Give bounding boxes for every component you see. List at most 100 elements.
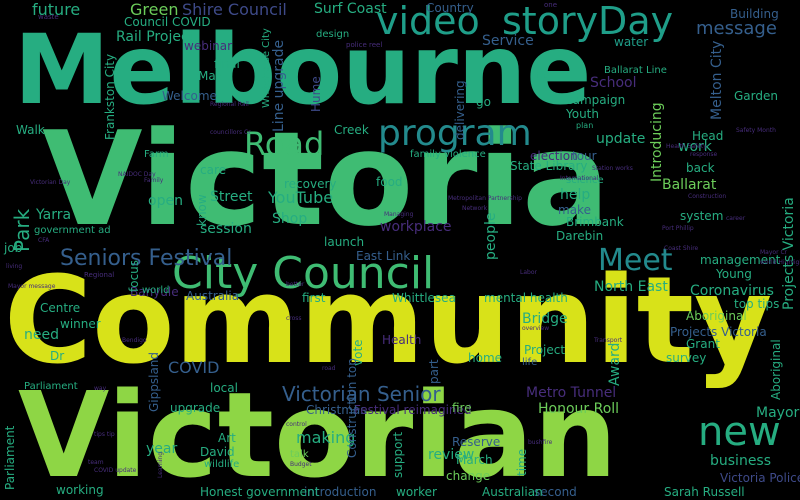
word-building: Building xyxy=(730,7,779,21)
word-mayor-message: control xyxy=(286,421,307,428)
word-labor: bushfire xyxy=(528,439,553,446)
word-food: election xyxy=(530,149,578,163)
word-kid: world Highlights xyxy=(760,259,800,266)
word-farm: open xyxy=(148,193,183,209)
word-better: Mayor Cr xyxy=(760,249,788,256)
word-home: Project xyxy=(524,343,566,357)
word-david: talk xyxy=(290,449,309,460)
word-new: new xyxy=(698,409,781,455)
word-first: Australia xyxy=(186,289,240,303)
word-making: Art xyxy=(218,431,236,445)
word-team: tips tip xyxy=(94,431,115,438)
word-sarah-russell: second xyxy=(534,485,577,499)
word-talk: year xyxy=(146,441,178,457)
word-darebin: make xyxy=(558,203,591,217)
word-go: go xyxy=(476,95,491,109)
word-park: Seniors Festival xyxy=(60,246,233,271)
word-election: people xyxy=(483,212,499,260)
word-welcome: Welcome xyxy=(162,89,217,103)
word-regional: Family xyxy=(144,177,164,184)
word-may: May xyxy=(198,69,223,83)
word-road: Road xyxy=(244,125,325,163)
word-help: system xyxy=(680,209,724,223)
word-shire-council: Shire Council xyxy=(182,0,287,19)
word-projects-victoria-text: Projects Victoria xyxy=(781,197,797,310)
word-part: Health xyxy=(382,333,422,347)
word-mayor-cr: Port Phillip xyxy=(662,225,694,232)
word-fire: Mayor xyxy=(756,405,800,421)
word-work: work xyxy=(678,139,712,155)
word-life: Bridge xyxy=(522,311,568,327)
word-world: session xyxy=(200,221,252,237)
word-east-link: Award xyxy=(607,342,623,386)
word-hume: Hume xyxy=(309,76,323,112)
word-storyday: storyDay xyxy=(502,0,674,43)
word-family-violence: focus xyxy=(127,259,141,292)
word-people: Brimbank xyxy=(566,215,624,229)
word-yarra: care xyxy=(200,163,227,177)
word-victoria-police: Sarah Russell xyxy=(664,485,745,499)
word-honest-government: working xyxy=(56,483,104,497)
word-ballarat-line: Walk xyxy=(16,123,45,137)
word-open: Street xyxy=(210,189,253,205)
word-use: Construction xyxy=(688,193,727,200)
word-bendigo: better xyxy=(286,281,305,288)
word-cross: Labor xyxy=(520,269,537,276)
word-covid-update: Transport xyxy=(594,337,623,344)
word-youtube: tour xyxy=(572,149,597,163)
word-network: Station works xyxy=(592,165,633,172)
word-shop: food xyxy=(376,175,403,189)
word-green: Green xyxy=(130,0,179,19)
word-introducing: Introducing xyxy=(649,102,665,182)
word-budget: COVID update xyxy=(94,467,137,474)
word-review: March xyxy=(456,453,493,467)
word-wildlife: David xyxy=(200,445,235,459)
word-victoria: Victoria xyxy=(42,103,610,255)
word-world-highlights: road xyxy=(322,365,336,372)
word-tour: State Library xyxy=(510,159,588,173)
word-health-safety: International xyxy=(560,175,599,182)
word-young: top tips xyxy=(734,297,780,311)
word-gippsland: upgrade xyxy=(170,401,221,415)
word-metropolitan-partnership: response xyxy=(690,151,718,158)
word-session: government ad xyxy=(34,225,111,236)
word-upgrade: local xyxy=(210,381,238,395)
word-victorian-senior: Victorian Senior xyxy=(282,382,441,406)
word-webinar: live xyxy=(534,71,549,80)
word-line-upgrade: Line upgrade xyxy=(271,39,287,132)
word-art: review xyxy=(428,447,475,463)
word-future: future xyxy=(32,0,81,19)
word-project: survey xyxy=(666,351,707,365)
word-victorian-day: Managing xyxy=(384,211,414,218)
word-response: councillors Cr xyxy=(210,129,251,136)
word-walk: world xyxy=(142,285,170,296)
word-science: Darebin xyxy=(556,229,604,243)
word-program: program xyxy=(378,113,532,154)
word-plan: School xyxy=(590,75,637,91)
word-coast-shire: living xyxy=(6,263,23,270)
word-management: part xyxy=(427,359,441,384)
word-focus: job xyxy=(4,241,23,255)
word-vote: home xyxy=(468,351,503,365)
word-police-reel: waste xyxy=(38,13,59,21)
word-tips-tip: Bendigo xyxy=(122,337,147,344)
word-managing: Metropolitan Partnership xyxy=(448,195,522,202)
word-time: Construction top xyxy=(345,358,359,458)
word-change: Reserve xyxy=(452,435,501,449)
word-introduction: Honest government xyxy=(200,485,320,499)
word-city-council: City Council xyxy=(172,248,435,299)
word-overview: career xyxy=(726,215,746,222)
word-year: making xyxy=(296,428,356,447)
word-system: management xyxy=(700,253,781,267)
word-top-tips: vote xyxy=(351,339,365,366)
word-ballarat: Ballarat xyxy=(662,177,717,193)
word-victorian: Victorian xyxy=(18,366,618,500)
word-christmas: Festival reimagined xyxy=(354,403,472,417)
word-creek: Creek xyxy=(334,123,369,137)
word-rail-project: Rail Project xyxy=(116,29,195,45)
word-working: wildlife xyxy=(204,459,240,470)
word-cfa: Health Safety xyxy=(666,143,707,150)
word-metro-tunnel: Honour Roll xyxy=(538,401,620,417)
word-worker: introduction xyxy=(304,485,377,499)
